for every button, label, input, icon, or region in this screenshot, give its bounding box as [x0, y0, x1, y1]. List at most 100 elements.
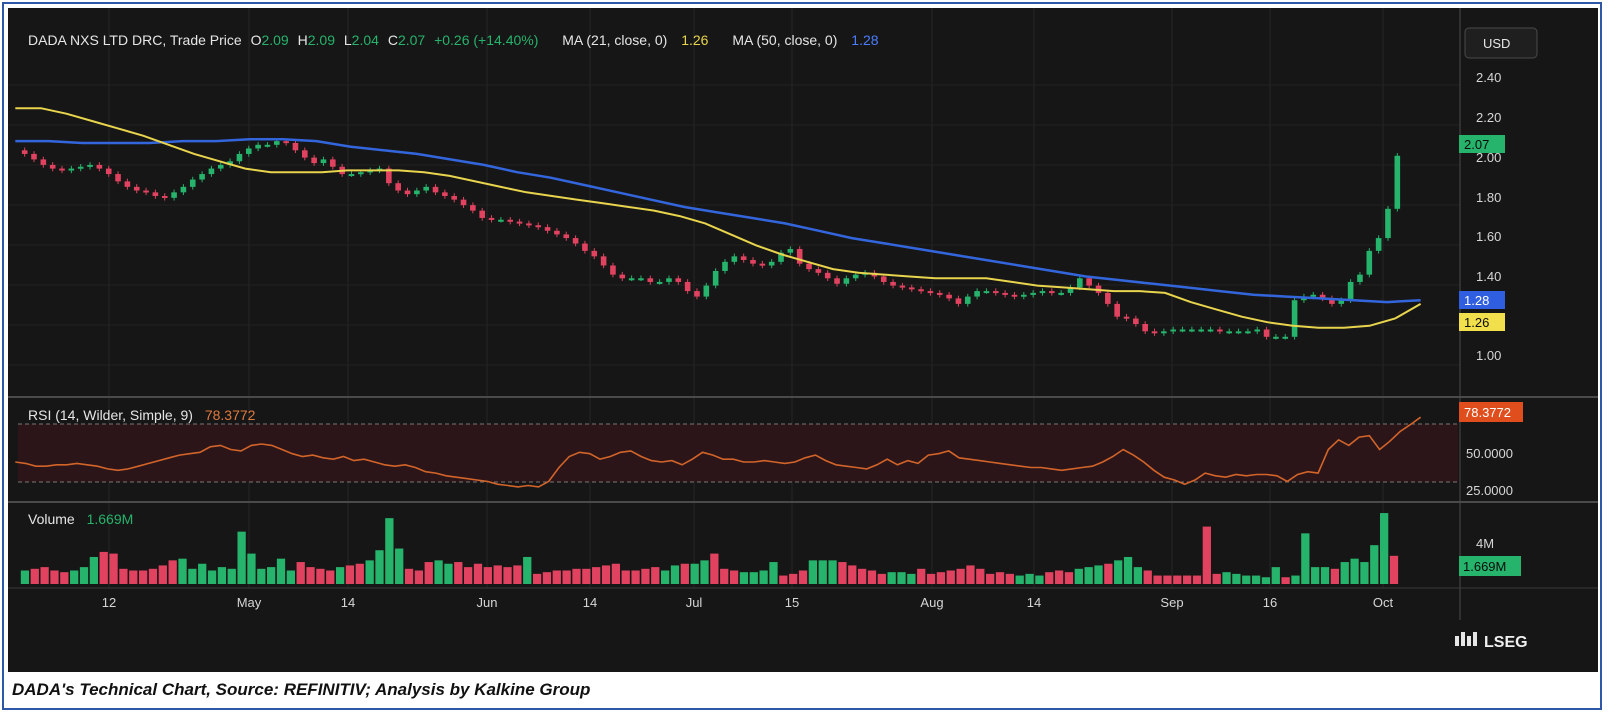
volume-bar: [798, 570, 808, 584]
price-tick: 2.20: [1476, 110, 1501, 125]
volume-bar: [1163, 575, 1172, 584]
volume-bar: [404, 568, 414, 584]
volume-tick: 4M: [1476, 536, 1494, 551]
volume-bar: [1232, 573, 1241, 584]
volume-bar: [1320, 567, 1330, 584]
candle-body: [1049, 291, 1055, 294]
volume-bar: [789, 573, 798, 584]
candle-body: [554, 230, 560, 235]
high-label: H: [298, 32, 308, 48]
candle-body: [703, 285, 710, 297]
volume-bar: [1212, 573, 1221, 584]
currency-button[interactable]: [1464, 27, 1538, 59]
volume-bar: [1143, 570, 1152, 584]
candle-body: [143, 190, 149, 193]
price-tick: 2.40: [1476, 70, 1501, 85]
candle-body: [1011, 294, 1018, 297]
volume-bar: [690, 563, 699, 584]
volume-bar: [513, 565, 522, 584]
volume-bar: [1035, 575, 1044, 584]
volume-bar: [237, 531, 246, 584]
candle-body: [1375, 238, 1382, 251]
volume-bar: [838, 562, 847, 584]
candle-body: [245, 148, 252, 154]
volume-bar: [720, 568, 729, 584]
candle-body: [1170, 329, 1177, 332]
candle-body: [77, 166, 84, 169]
candle-body: [740, 256, 747, 260]
candle-body: [189, 179, 196, 187]
candle-body: [1273, 336, 1279, 339]
candle-body: [628, 278, 635, 281]
volume-legend-value: 1.669M: [87, 511, 134, 527]
volume-bar: [1202, 526, 1211, 584]
volume-bar: [503, 567, 512, 584]
volume-bar: [148, 568, 158, 584]
ma50-legend-label: MA (50, close, 0): [732, 32, 837, 48]
volume-bar: [1192, 575, 1202, 584]
rsi-value-tag-text: 78.3772: [1464, 405, 1511, 420]
volume-bar: [759, 570, 768, 584]
volume-bar: [523, 556, 532, 584]
candle-body: [880, 276, 887, 282]
candle-body: [684, 281, 691, 292]
rsi-band: [18, 424, 1458, 482]
candle-body: [470, 205, 476, 211]
volume-bar: [257, 568, 266, 584]
volume-bar: [119, 568, 128, 584]
volume-bar: [188, 568, 197, 584]
low-label: L: [344, 32, 352, 48]
volume-bar: [641, 568, 650, 584]
candle-body: [442, 192, 448, 196]
candle-body: [759, 263, 766, 266]
change-value: +0.26 (+14.40%): [434, 32, 538, 48]
currency-button-label: USD: [1483, 36, 1510, 51]
candle-body: [1310, 294, 1317, 297]
candle-body: [722, 261, 728, 271]
volume-bar: [1379, 513, 1389, 584]
volume-bar: [207, 570, 217, 584]
lseg-logo: LSEG: [1455, 632, 1528, 651]
volume-bar: [1389, 555, 1399, 584]
candle-body: [292, 142, 299, 151]
volume-bar: [89, 556, 99, 584]
volume-bar: [621, 570, 630, 584]
candle-body: [1338, 300, 1345, 304]
candle-body: [1020, 294, 1027, 297]
x-tick: Sep: [1160, 595, 1183, 610]
volume-bar: [375, 550, 384, 584]
volume-bar: [532, 573, 542, 584]
candle-body: [404, 190, 411, 195]
price-tick: 1.60: [1476, 229, 1501, 244]
x-tick: Oct: [1373, 595, 1394, 610]
rsi-line: [15, 416, 1422, 488]
volume-bar: [680, 563, 689, 584]
candle-body: [255, 144, 261, 149]
candle-body: [796, 249, 803, 264]
candle-body: [49, 164, 56, 169]
price-axis: 2.40 2.20 2.00 1.80 1.60 1.40 1.00: [1476, 70, 1501, 363]
last-price-tag: [1459, 135, 1505, 153]
volume-bar: [50, 570, 59, 584]
candle-body: [983, 291, 990, 294]
candle-body: [451, 196, 458, 200]
candle-body: [1151, 331, 1158, 334]
volume-bar: [276, 558, 286, 584]
rsi-value-tag: [1459, 402, 1523, 422]
volume-bar: [1360, 562, 1369, 584]
candle-body: [1114, 303, 1120, 317]
volume-bar: [769, 562, 778, 584]
candle-body: [750, 260, 756, 264]
open-label: O: [251, 32, 262, 48]
figure-caption: DADA's Technical Chart, Source: REFINITI…: [12, 680, 591, 699]
candles: [21, 138, 1401, 340]
candle-body: [964, 296, 971, 304]
volume-bar: [1311, 567, 1320, 584]
candle-body: [1291, 300, 1298, 337]
candle-body: [227, 161, 233, 165]
candle-body: [516, 221, 523, 224]
candle-body: [778, 252, 784, 262]
candle-body: [432, 186, 439, 193]
ma50-tag: [1459, 291, 1505, 309]
candle-body: [1245, 331, 1251, 334]
